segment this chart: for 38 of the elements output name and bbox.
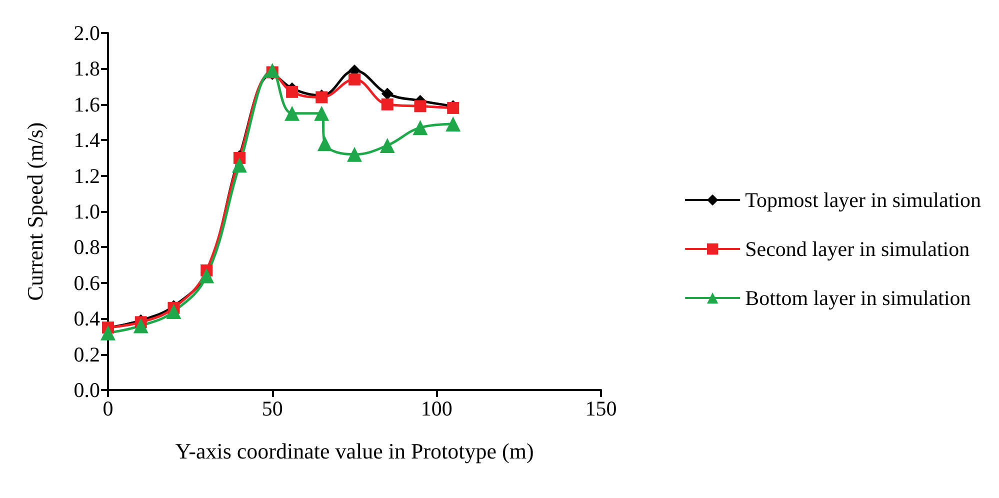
legend-label: Topmost layer in simulation (745, 188, 982, 212)
text: 0.0 (74, 378, 100, 402)
y-tick-label: 1.6 (74, 92, 100, 116)
text: 1.0 (74, 200, 100, 224)
point (232, 158, 247, 173)
x-tick-label: 0 (102, 396, 114, 420)
y-tick-label: 1.4 (74, 128, 100, 152)
text: 2.0 (74, 21, 100, 45)
point (166, 304, 182, 319)
point (446, 116, 461, 132)
x-tick-label: 150 (585, 396, 617, 420)
point (381, 88, 394, 100)
point (347, 146, 362, 162)
point (100, 325, 116, 340)
x-tick-label: 100 (420, 396, 452, 420)
y-axis-title: Current Speed (m/s) (22, 122, 48, 301)
point (381, 98, 394, 110)
point (317, 136, 332, 152)
point (286, 86, 298, 98)
y-tick-label: 0.4 (74, 306, 100, 331)
point (284, 106, 300, 121)
y-tick-label: 1.2 (74, 164, 100, 188)
point (133, 318, 148, 334)
point (380, 138, 395, 153)
point (314, 106, 330, 121)
y-tick-label: 0.6 (74, 270, 100, 295)
y-tick-label: 1.8 (74, 56, 100, 81)
legend-label: Bottom layer in simulation (745, 286, 972, 310)
point (348, 73, 360, 86)
x-axis-title: Y-axis coordinate value in Prototype (m) (175, 438, 534, 464)
y-tick-label: 0.8 (74, 235, 100, 260)
legend-label: Second layer in simulation (745, 237, 970, 261)
point (199, 268, 214, 284)
point (412, 120, 428, 136)
point (264, 62, 280, 78)
x-tick-label: 50 (262, 396, 283, 420)
y-tick-label: 0.2 (74, 342, 100, 366)
point (414, 100, 426, 112)
